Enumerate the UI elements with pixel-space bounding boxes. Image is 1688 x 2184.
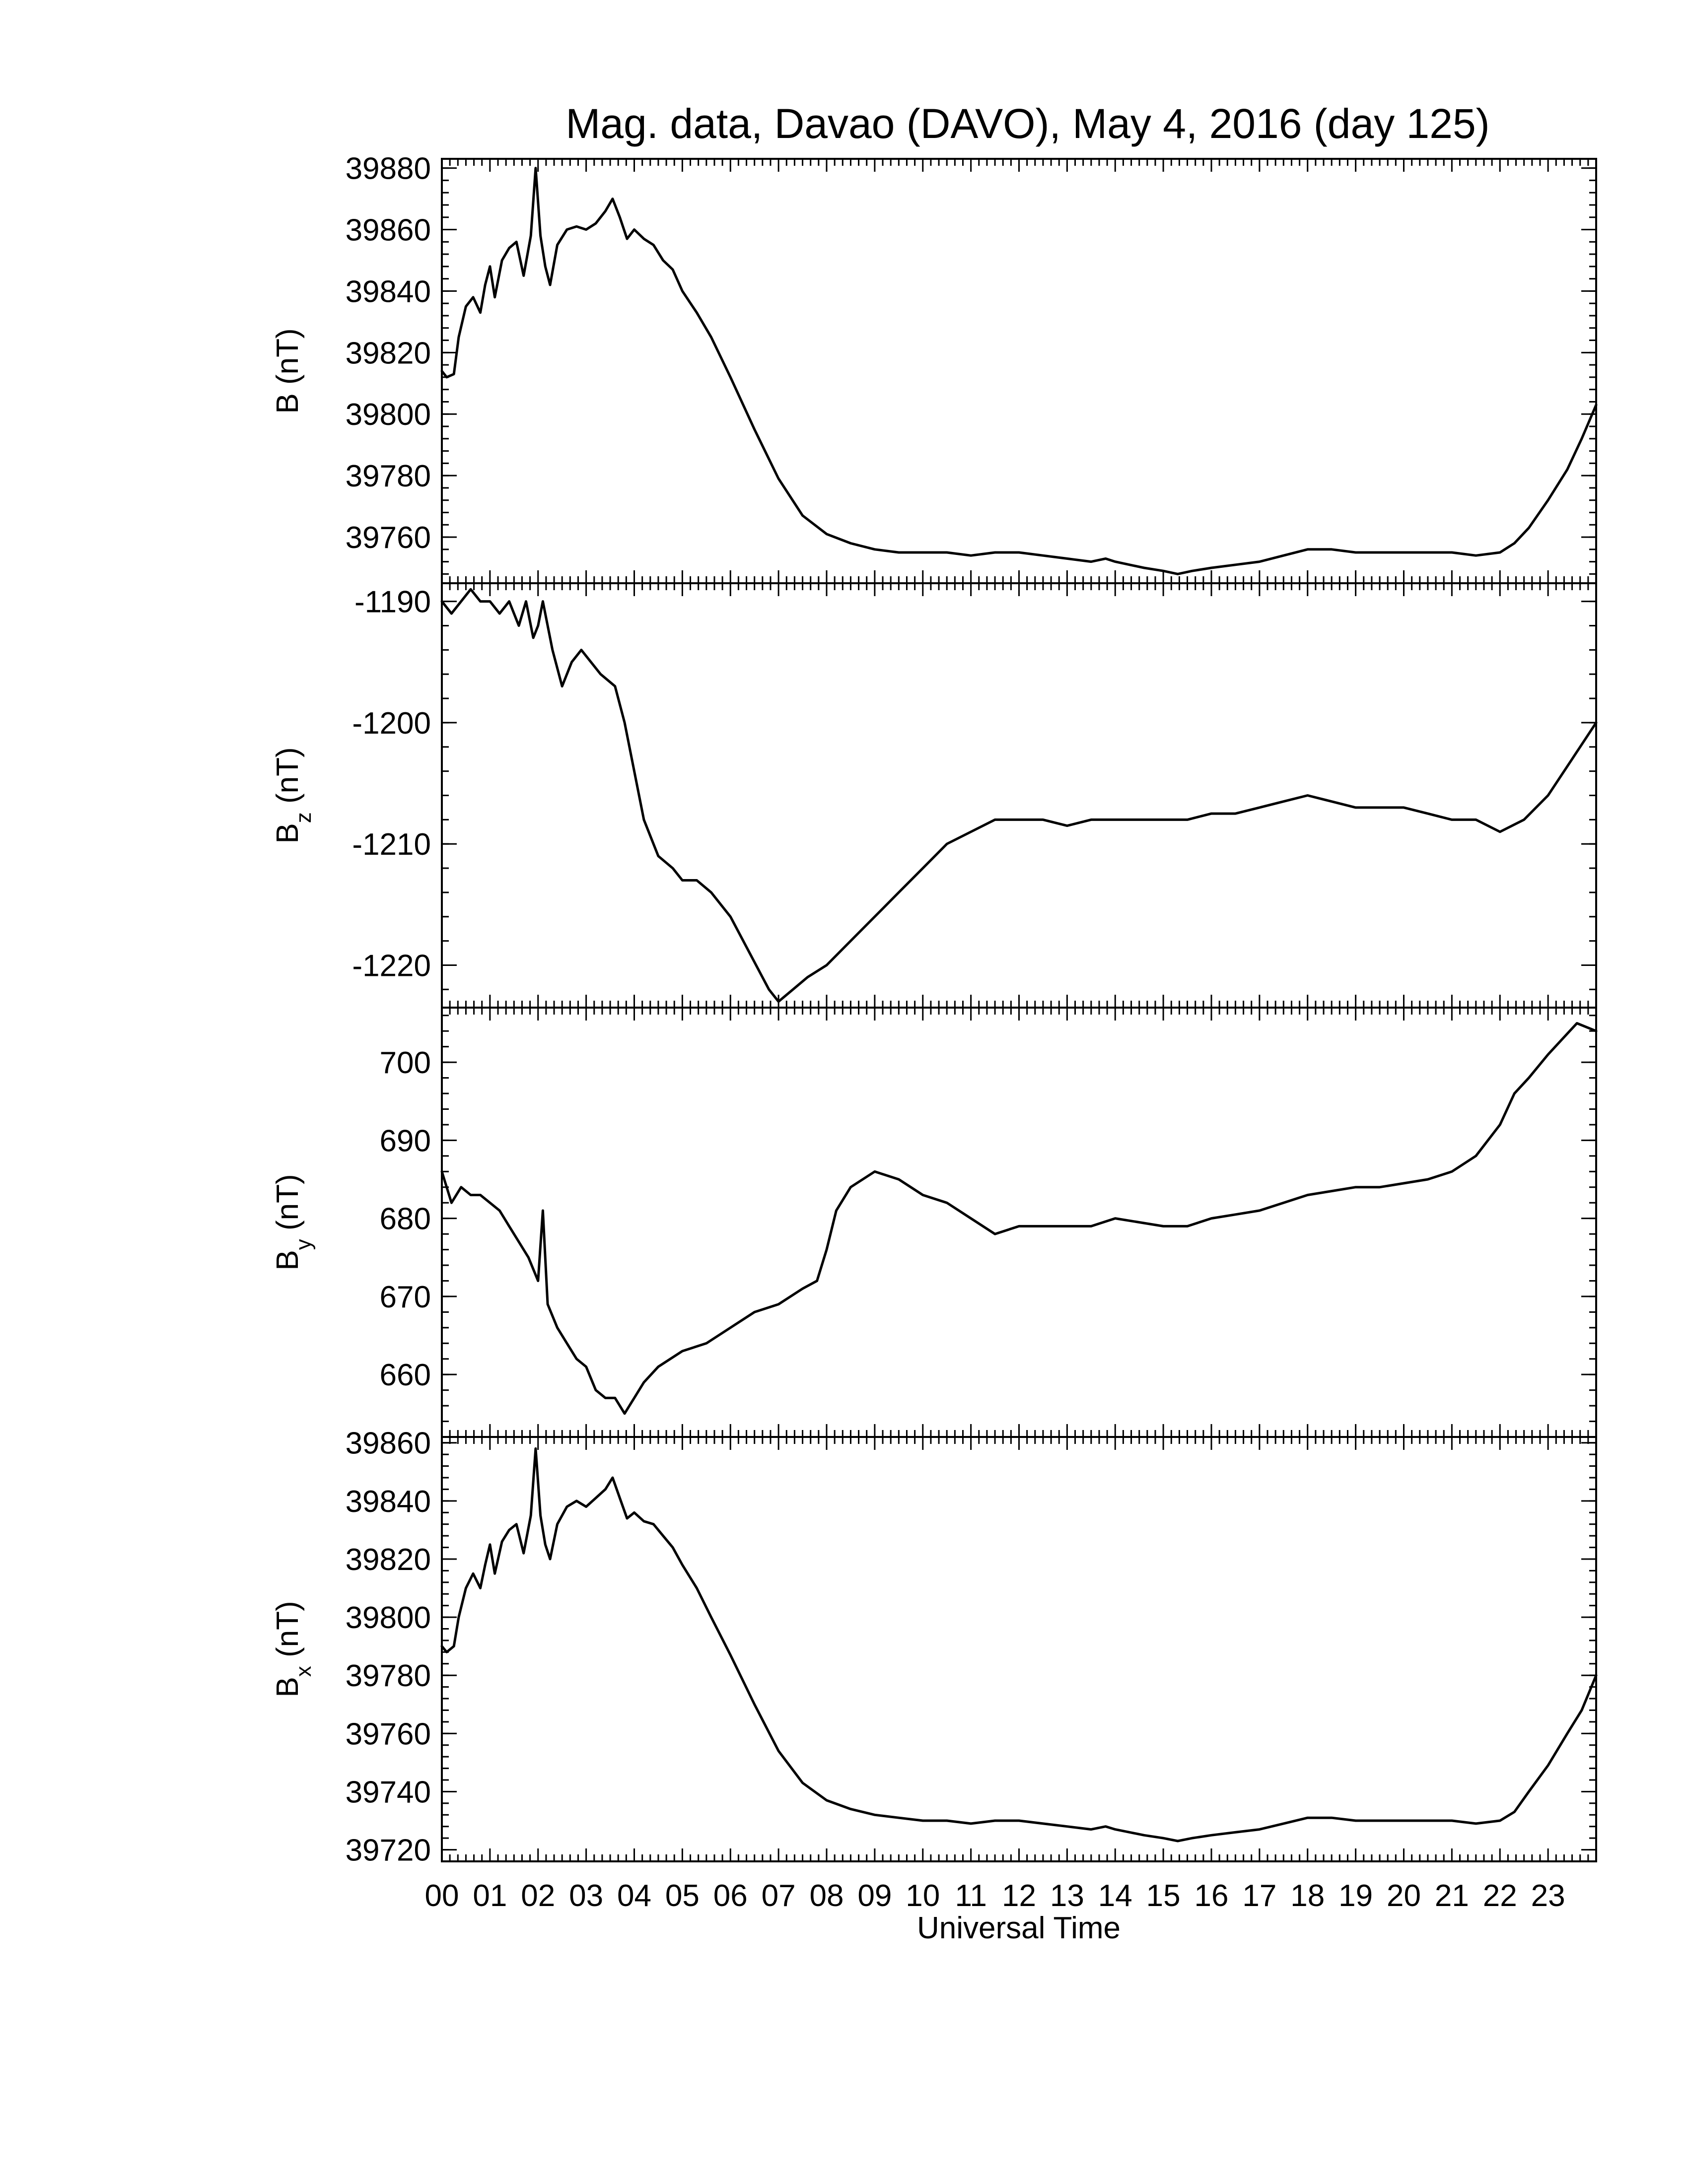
x-tick-label: 10 xyxy=(906,1879,940,1913)
y-tick-label-B: 39840 xyxy=(346,274,431,309)
x-tick-label: 13 xyxy=(1050,1879,1084,1913)
y-tick-label-By: 670 xyxy=(380,1280,431,1314)
x-axis-label: Universal Time xyxy=(917,1911,1121,1945)
y-axis-label-main: B xyxy=(271,1250,305,1270)
x-tick-label: 05 xyxy=(665,1879,700,1913)
y-tick-label-By: 700 xyxy=(380,1046,431,1080)
y-axis-label-subscript: y xyxy=(291,1239,316,1250)
x-tick-label: 09 xyxy=(857,1879,892,1913)
x-tick-label: 14 xyxy=(1098,1879,1132,1913)
x-tick-label: 22 xyxy=(1483,1879,1517,1913)
y-axis-label-Bx: Bx (nT) xyxy=(271,1601,316,1697)
panel-Bz: -1220 -1210 -1200 -1190 Bz (nT) xyxy=(271,582,1598,1009)
y-axis-label-unit: (nT) xyxy=(271,328,305,393)
y-tick-label-Bx: 39800 xyxy=(346,1601,431,1635)
y-axis-label-Bz: Bz (nT) xyxy=(271,747,316,843)
panel-Bx: 39720 39740 39760 39780 39800 39820 39840 39860… xyxy=(271,1427,1598,1868)
y-axis-label-By: By (nT) xyxy=(271,1174,316,1270)
y-tick-label-B: 39760 xyxy=(346,521,431,555)
x-tick-label: 02 xyxy=(521,1879,555,1913)
y-tick-label-Bz: -1190 xyxy=(354,585,431,619)
y-tick-label-B: 39860 xyxy=(346,213,431,248)
y-axis-label-B: B (nT) xyxy=(271,328,305,413)
y-tick-label-Bx: 39860 xyxy=(346,1427,431,1461)
y-axis-label-unit: (nT) xyxy=(271,1174,305,1239)
y-tick-label-Bx: 39820 xyxy=(346,1543,431,1577)
y-tick-label-B: 39800 xyxy=(346,398,431,432)
panel-B: 39760 39780 39800 39820 39840 39860 39880 B (nT… xyxy=(271,152,1598,584)
y-tick-label-Bx: 39840 xyxy=(346,1485,431,1519)
y-axis-label-main: B xyxy=(271,823,305,843)
y-tick-label-By: 680 xyxy=(380,1202,431,1236)
series-line-By xyxy=(440,1022,1598,1415)
y-tick-label-Bx: 39780 xyxy=(346,1659,431,1693)
y-tick-label-Bz: -1210 xyxy=(352,827,431,862)
y-tick-label-B: 39880 xyxy=(346,152,431,186)
panel-frame-Bx xyxy=(441,1436,1597,1862)
y-axis-label-main: B xyxy=(271,1677,305,1697)
y-tick-label-Bx: 39740 xyxy=(346,1775,431,1809)
y-tick-label-Bz: -1200 xyxy=(352,706,431,741)
series-line-Bx xyxy=(440,1447,1598,1843)
x-tick-label: 07 xyxy=(762,1879,796,1913)
series-line-Bz xyxy=(440,588,1598,1003)
x-tick-label: 06 xyxy=(713,1879,748,1913)
x-tick-label: 04 xyxy=(617,1879,651,1913)
panels-group: 39760 39780 39800 39820 39840 39860 39880 B (nT… xyxy=(271,152,1598,1868)
x-tick-label: 11 xyxy=(955,1879,986,1913)
chart-title: Mag. data, Davao (DAVO), May 4, 2016 (da… xyxy=(565,100,1489,147)
y-tick-label-B: 39820 xyxy=(346,336,431,370)
x-tick-label: 08 xyxy=(810,1879,844,1913)
x-tick-label: 16 xyxy=(1195,1879,1229,1913)
x-tick-label: 17 xyxy=(1242,1879,1276,1913)
panel-frame-Bz xyxy=(441,582,1597,1009)
y-tick-label-By: 690 xyxy=(380,1124,431,1158)
y-axis-label-main: B xyxy=(271,393,305,413)
y-tick-label-Bz: -1220 xyxy=(352,949,431,983)
y-tick-label-By: 660 xyxy=(380,1358,431,1392)
panel-frame-B xyxy=(441,158,1597,584)
y-axis-label-subscript: z xyxy=(291,812,316,823)
x-tick-label: 21 xyxy=(1435,1879,1469,1913)
x-tick-label: 12 xyxy=(1002,1879,1036,1913)
x-tick-label: 03 xyxy=(569,1879,603,1913)
y-axis-label-subscript: x xyxy=(291,1666,316,1677)
x-tick-label: 23 xyxy=(1531,1879,1565,1913)
y-axis-label-unit: (nT) xyxy=(271,1601,305,1666)
x-tick-label: 15 xyxy=(1146,1879,1181,1913)
panel-By: 660 670 680 690 700 By (nT) xyxy=(271,1007,1598,1438)
series-line-B xyxy=(440,167,1598,575)
x-tick-label: 01 xyxy=(473,1879,507,1913)
y-axis-label-unit: (nT) xyxy=(271,747,305,812)
panel-frame-By xyxy=(441,1007,1597,1438)
x-axis: 00 01 02 03 04 05 06 07 08 09 10 11 12 13 14 15 16 17 18 19… xyxy=(425,1879,1565,1913)
y-tick-label-Bx: 39720 xyxy=(346,1834,431,1868)
y-tick-label-B: 39780 xyxy=(346,459,431,493)
x-tick-label: 20 xyxy=(1387,1879,1421,1913)
x-tick-label: 18 xyxy=(1290,1879,1325,1913)
x-tick-label: 00 xyxy=(425,1879,459,1913)
y-tick-label-Bx: 39760 xyxy=(346,1717,431,1751)
x-tick-label: 19 xyxy=(1338,1879,1373,1913)
